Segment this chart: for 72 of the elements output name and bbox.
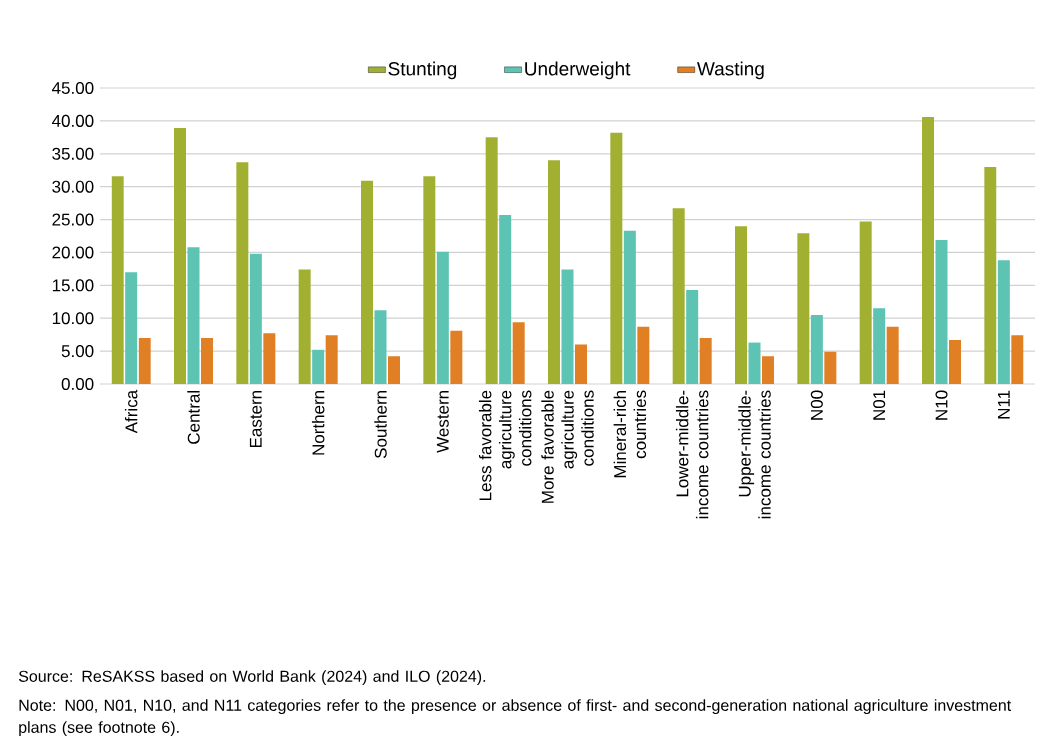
bar <box>623 230 636 384</box>
bar <box>762 356 775 384</box>
bar <box>1011 335 1024 384</box>
y-tick-label: 0.00 <box>61 377 94 391</box>
text: Note: N00, N01, N10, and N11 categories refer to the presence or absence of first- and second-generation national agriculture investment plans (see footnote 6). <box>19 699 1012 737</box>
bar <box>312 349 325 384</box>
bar <box>810 314 823 384</box>
y-tick-label: 5.00 <box>61 345 94 358</box>
bar <box>748 342 761 384</box>
bar <box>610 132 623 384</box>
bar <box>548 160 561 384</box>
bar <box>187 247 200 384</box>
x-tick-label: Less favorable agriculture conditions <box>478 390 532 500</box>
bar <box>735 226 748 384</box>
legend-label: Wasting <box>697 61 764 80</box>
bar <box>499 214 512 384</box>
x-tick-label: N00 <box>810 390 823 420</box>
bar <box>886 326 899 384</box>
x-tick-label: Central <box>187 391 200 444</box>
bar <box>236 162 249 384</box>
bar <box>561 269 574 384</box>
y-tick-label: 10.00 <box>52 312 94 325</box>
bar <box>388 356 400 384</box>
bar <box>450 330 463 384</box>
bar <box>485 137 498 384</box>
bar <box>637 326 650 384</box>
x-tick-label: N11 <box>997 390 1010 419</box>
y-tick-label: 40.00 <box>51 114 94 127</box>
x-tick-label: N10 <box>935 390 948 420</box>
bar <box>997 260 1010 384</box>
bar <box>797 233 810 384</box>
bar <box>138 337 151 384</box>
bar <box>298 269 311 384</box>
bar <box>125 272 138 384</box>
bar <box>201 337 214 384</box>
bar <box>263 333 276 384</box>
bar <box>249 253 262 384</box>
y-tick-label: 45.00 <box>51 81 94 95</box>
x-tick-label: N01 <box>873 390 886 420</box>
bar <box>672 208 685 384</box>
x-tick-label: Northern <box>311 390 325 455</box>
source-note: Source: ReSAKSS based on World Bank (2024) and ILO (2024). <box>18 670 486 686</box>
y-tick-label: 30.00 <box>52 180 94 193</box>
x-tick-label: Southern <box>374 390 387 459</box>
x-tick-label: Western <box>436 390 449 453</box>
y-tick-label: 15.00 <box>52 279 94 292</box>
bar <box>824 351 837 384</box>
bar <box>374 310 387 384</box>
bar <box>423 176 436 384</box>
bar <box>984 166 997 384</box>
bar <box>111 176 124 384</box>
legend-label: Stunting <box>388 61 457 80</box>
bar <box>873 308 886 384</box>
x-tick-label: Eastern <box>249 390 262 448</box>
bar <box>949 339 962 384</box>
bar <box>686 289 699 384</box>
legend-label: Underweight <box>525 61 631 80</box>
y-tick-label: 25.00 <box>52 213 94 226</box>
y-tick-label: 20.00 <box>52 246 94 259</box>
x-tick-label: Mineral-rich countries <box>613 390 647 478</box>
bar <box>922 116 935 384</box>
bar <box>325 335 338 384</box>
bar <box>859 221 872 384</box>
bar <box>699 337 712 384</box>
bar <box>512 322 525 384</box>
bar <box>935 239 948 384</box>
bar <box>436 251 449 384</box>
y-tick-label: 35.00 <box>52 147 94 160</box>
bar <box>361 180 373 384</box>
bar <box>174 128 186 384</box>
bar <box>575 344 588 384</box>
x-tick-label: Africa <box>124 389 138 434</box>
